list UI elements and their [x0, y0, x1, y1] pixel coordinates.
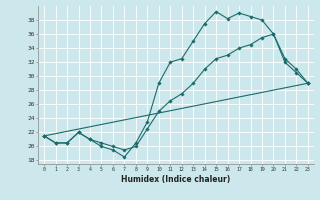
X-axis label: Humidex (Indice chaleur): Humidex (Indice chaleur): [121, 175, 231, 184]
